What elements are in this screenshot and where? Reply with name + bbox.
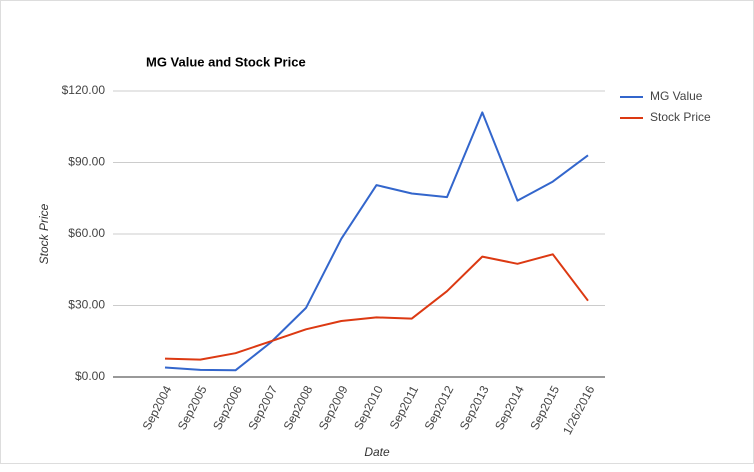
y-tick-label: $120.00 (62, 83, 106, 97)
series-line (164, 253, 589, 361)
y-tick-label: $0.00 (75, 369, 105, 383)
series-line (164, 111, 589, 372)
legend-label: Stock Price (650, 110, 711, 124)
y-tick-label: $90.00 (68, 155, 105, 169)
y-axis-title: Stock Price (37, 203, 51, 264)
chart-title: MG Value and Stock Price (146, 54, 306, 69)
y-tick-label: $30.00 (68, 298, 105, 312)
legend-label: MG Value (650, 89, 703, 103)
y-tick-label: $60.00 (68, 226, 105, 240)
x-axis-title: Date (364, 445, 390, 459)
